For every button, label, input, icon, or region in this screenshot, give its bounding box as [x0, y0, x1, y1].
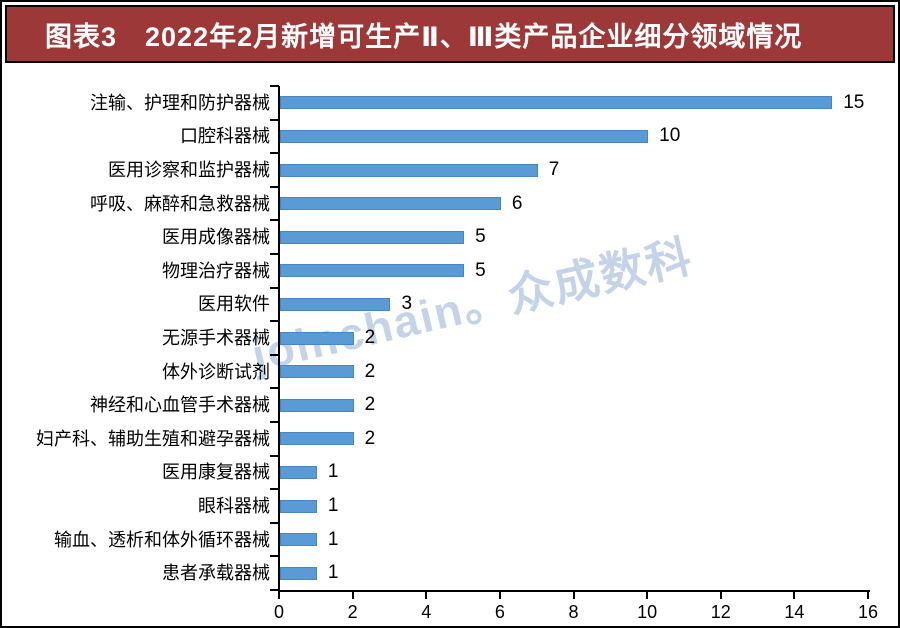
- value-label: 3: [401, 293, 413, 315]
- category-label: 医用诊察和监护器械: [108, 160, 270, 180]
- value-label: 1: [327, 495, 339, 516]
- x-axis-tick-label: 6: [494, 602, 505, 622]
- y-axis-tick: [270, 387, 279, 390]
- value-label: 2: [364, 394, 376, 416]
- value-label: 1: [327, 562, 339, 584]
- bar-3: [280, 163, 538, 177]
- category-label: 呼吸、麻醉和急救器械: [90, 193, 270, 214]
- y-axis-tick: [270, 521, 279, 524]
- category-label: 医用康复器械: [162, 462, 270, 483]
- x-axis-tick-label: 16: [857, 602, 879, 622]
- bar-8: [280, 331, 354, 345]
- y-axis-tick: [270, 185, 279, 188]
- category-label: 眼科器械: [198, 496, 270, 516]
- value-label: 5: [475, 259, 486, 281]
- bar-5: [280, 230, 465, 244]
- category-label: 神经和心血管手术器械: [90, 395, 270, 416]
- x-axis-tick-label: 0: [273, 602, 284, 622]
- category-label: 口腔科器械: [180, 126, 270, 147]
- bar-6: [280, 264, 465, 278]
- value-label: 6: [511, 192, 523, 214]
- bar-4: [280, 197, 501, 211]
- y-axis: [278, 86, 280, 592]
- bar-12: [280, 465, 317, 479]
- category-label: 无源手术器械: [162, 328, 270, 348]
- x-axis-tick: [278, 590, 280, 599]
- category-label: 妇产科、辅助生殖和避孕器械: [36, 428, 270, 449]
- y-axis-tick: [270, 320, 279, 323]
- x-axis-tick: [719, 590, 722, 599]
- category-label: 物理治疗器械: [162, 260, 270, 281]
- bar-13: [280, 499, 317, 513]
- x-axis-tick-label: 4: [421, 602, 432, 622]
- value-label: 5: [475, 226, 486, 248]
- value-label: 2: [364, 327, 376, 348]
- value-label: 7: [548, 159, 560, 180]
- x-axis-tick-label: 14: [784, 602, 805, 622]
- y-axis-tick: [270, 353, 279, 356]
- bar-7: [280, 297, 391, 311]
- category-label: 输血、透析和体外循环器械: [54, 529, 270, 550]
- value-label: 2: [364, 360, 376, 382]
- chart-title: 图表3 2022年2月新增可生产Ⅱ、Ⅲ类产品企业细分领域情况: [45, 21, 803, 52]
- x-axis-tick: [867, 590, 869, 599]
- y-axis-tick: [270, 421, 279, 423]
- x-axis-tick-label: 12: [710, 602, 731, 622]
- x-axis-tick: [351, 590, 354, 599]
- category-label: 患者承载器械: [162, 563, 270, 584]
- x-axis-tick-label: 2: [347, 602, 358, 622]
- y-axis-tick: [270, 589, 279, 591]
- y-axis-tick: [270, 118, 279, 121]
- y-axis-tick: [270, 555, 279, 558]
- category-label: 医用软件: [198, 294, 270, 315]
- y-axis-tick: [270, 488, 279, 491]
- bar-1: [280, 96, 833, 110]
- y-axis-tick: [270, 85, 279, 87]
- value-label: 2: [364, 427, 376, 449]
- category-label: 注输、护理和防护器械: [90, 92, 270, 113]
- bar-9: [280, 365, 354, 379]
- y-axis-tick: [270, 152, 279, 155]
- x-axis-tick: [793, 590, 796, 599]
- y-axis-tick: [270, 219, 279, 222]
- value-label: 1: [327, 528, 339, 550]
- category-label: 医用成像器械: [162, 227, 270, 248]
- x-axis-tick: [572, 590, 575, 599]
- y-axis-tick: [270, 253, 279, 255]
- value-label: 10: [659, 125, 681, 147]
- x-axis-tick: [646, 590, 649, 599]
- bar-15: [280, 566, 317, 580]
- bar-14: [280, 533, 317, 547]
- x-axis-tick: [498, 590, 501, 599]
- category-label: 体外诊断试剂: [162, 361, 270, 382]
- value-label: 15: [843, 91, 865, 113]
- x-axis-tick: [425, 590, 428, 599]
- x-axis-tick-label: 8: [568, 602, 579, 622]
- bar-10: [280, 398, 354, 412]
- bar-2: [280, 129, 649, 143]
- bar-11: [280, 432, 354, 446]
- title-banner: 图表3 2022年2月新增可生产Ⅱ、Ⅲ类产品企业细分领域情况: [5, 5, 895, 63]
- value-label: 1: [327, 461, 339, 483]
- y-axis-tick: [270, 454, 279, 457]
- y-axis-tick: [270, 286, 279, 289]
- x-axis-tick-label: 10: [637, 602, 658, 622]
